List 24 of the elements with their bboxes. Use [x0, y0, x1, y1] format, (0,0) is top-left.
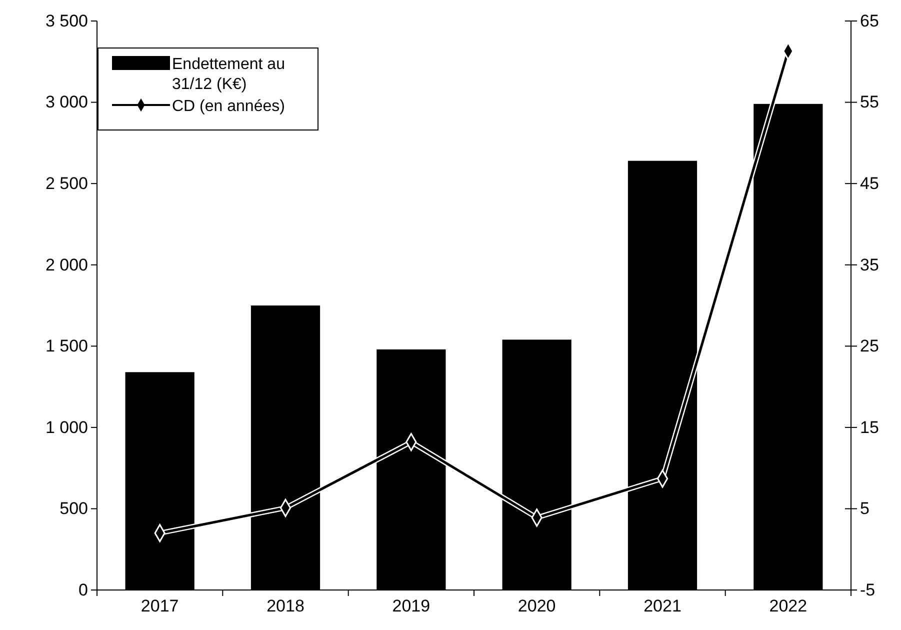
legend-label: CD (en années) [172, 98, 285, 115]
y2-tick-label: 5 [860, 499, 870, 518]
y-tick-label: 1 000 [45, 418, 88, 437]
y-tick-label: 500 [60, 499, 88, 518]
y-tick-label: 2 000 [45, 255, 88, 274]
y2-tick-label: 35 [860, 255, 879, 274]
y2-tick-label: 15 [860, 418, 879, 437]
y-tick-label: 3 500 [45, 11, 88, 30]
x-tick-label: 2018 [266, 596, 304, 616]
y2-tick-label: 45 [860, 174, 879, 194]
y2-tick-label: -5 [860, 580, 876, 600]
x-tick-label: 2022 [769, 596, 808, 616]
y2-tick-label: 25 [860, 336, 879, 356]
y-tick-label: 2 500 [45, 174, 88, 194]
legend-label: Endettement au 31/12 (K€) [172, 56, 285, 93]
y-tick-label: 1 500 [45, 336, 88, 356]
y2-tick-label: 55 [860, 92, 879, 112]
x-tick-label: 2020 [518, 596, 556, 616]
y-tick-label: 3 000 [45, 92, 88, 112]
x-tick-label: 2021 [644, 596, 682, 616]
x-tick-label: 2019 [392, 596, 430, 616]
x-tick-label: 2017 [140, 596, 179, 616]
y2-tick-label: 65 [860, 11, 879, 30]
y-tick-label: 0 [78, 580, 88, 600]
